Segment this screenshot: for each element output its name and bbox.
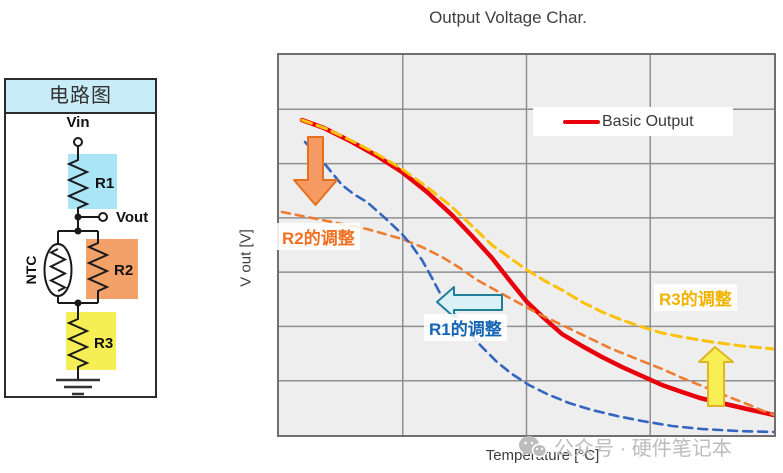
circuit-panel-title: 电路图 — [6, 80, 155, 114]
resistor-r1 — [66, 156, 90, 212]
circuit-diagram-panel: 电路图 Vin Vout R1 R2 R3 NTC — [4, 78, 157, 398]
legend: Basic Output — [533, 107, 733, 136]
arrow-up — [698, 346, 734, 407]
resistor-r2 — [86, 239, 110, 295]
r3-label: R3 — [94, 335, 113, 352]
legend-line-sample — [563, 119, 600, 124]
vout-terminal — [98, 212, 108, 222]
vin-label: Vin — [66, 114, 89, 131]
curve-basic-output — [299, 117, 774, 418]
junction-dot — [74, 213, 82, 221]
ntc-thermistor-zigzag — [48, 248, 68, 292]
chart-title: Output Voltage Char. — [429, 8, 587, 27]
junction-dot — [74, 227, 82, 235]
ntc-label: NTC — [23, 256, 39, 285]
watermark: 公众号 · 硬件笔记本 — [518, 432, 732, 461]
wechat-icon — [519, 435, 547, 458]
annotation-r3-label: R3的调整 — [654, 284, 737, 311]
watermark-text: 公众号 · 硬件笔记本 — [554, 438, 732, 460]
vout-label: Vout — [116, 209, 148, 226]
r1-label: R1 — [95, 175, 114, 192]
resistor-r3 — [66, 315, 90, 371]
junction-dot — [74, 299, 82, 307]
legend-label: Basic Output — [602, 112, 694, 130]
annotation-r2-label: R2的调整 — [277, 223, 360, 250]
plot-canvas — [279, 55, 774, 435]
arrow-left — [436, 286, 503, 318]
r2-label: R2 — [114, 262, 133, 279]
vin-terminal — [73, 137, 83, 147]
curve-r3-r3-adjusted- — [300, 118, 774, 351]
annotation-r1-label: R1的调整 — [424, 314, 507, 341]
ground-symbol — [56, 378, 100, 396]
arrow-down — [293, 136, 338, 206]
y-axis-label: V out [V] — [237, 229, 255, 287]
circuit-schematic: Vin Vout R1 R2 R3 NTC — [23, 114, 148, 396]
